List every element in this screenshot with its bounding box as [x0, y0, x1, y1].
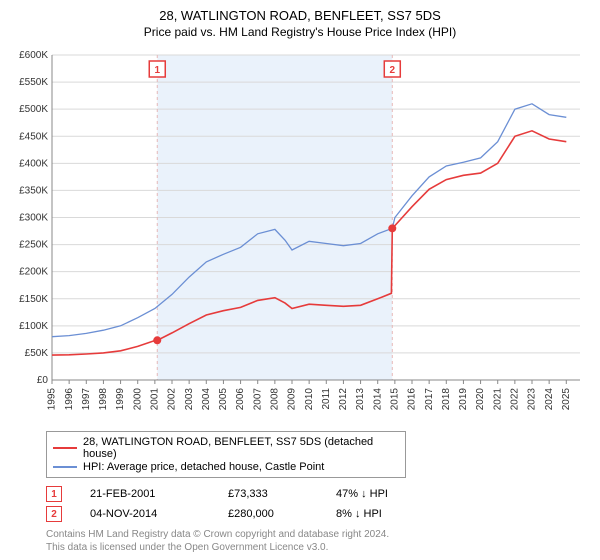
svg-text:1999: 1999	[115, 388, 126, 411]
svg-text:2018: 2018	[441, 388, 452, 411]
svg-text:2024: 2024	[544, 388, 555, 411]
svg-text:£350K: £350K	[19, 185, 48, 196]
sales-table: 1 21-FEB-2001 £73,333 47% ↓ HPI 2 04-NOV-2014…	[46, 484, 590, 524]
svg-text:2002: 2002	[167, 388, 178, 411]
sale-row: 1 21-FEB-2001 £73,333 47% ↓ HPI	[46, 484, 590, 504]
footer-line: Contains HM Land Registry data © Crown c…	[46, 528, 590, 541]
footer-line: This data is licensed under the Open Gov…	[46, 541, 590, 554]
legend-swatch	[53, 447, 77, 449]
svg-text:2021: 2021	[492, 388, 503, 411]
legend-row: HPI: Average price, detached house, Cast…	[53, 461, 399, 473]
svg-text:£550K: £550K	[19, 77, 48, 88]
svg-text:2010: 2010	[304, 388, 315, 411]
svg-text:2: 2	[390, 65, 396, 76]
svg-text:2006: 2006	[235, 388, 246, 411]
svg-text:£50K: £50K	[25, 348, 49, 359]
sale-diff: 8% ↓ HPI	[336, 508, 426, 520]
sale-date: 21-FEB-2001	[90, 488, 200, 500]
svg-text:1997: 1997	[81, 388, 92, 411]
sale-price: £280,000	[228, 508, 308, 520]
svg-text:2020: 2020	[475, 388, 486, 411]
page-subtitle: Price paid vs. HM Land Registry's House …	[10, 25, 590, 39]
svg-text:2009: 2009	[287, 388, 298, 411]
svg-text:2023: 2023	[527, 388, 538, 411]
svg-text:£450K: £450K	[19, 131, 48, 142]
legend-label: HPI: Average price, detached house, Cast…	[83, 461, 324, 473]
svg-text:£250K: £250K	[19, 240, 48, 251]
footer-attribution: Contains HM Land Registry data © Crown c…	[46, 528, 590, 554]
sale-date: 04-NOV-2014	[90, 508, 200, 520]
svg-text:1995: 1995	[47, 388, 58, 411]
svg-text:1998: 1998	[98, 388, 109, 411]
price-chart: £0 £50K £100K £150K £200K £250K £300K £350K £400…	[10, 45, 590, 425]
svg-text:£600K: £600K	[19, 50, 48, 61]
svg-text:£400K: £400K	[19, 158, 48, 169]
legend-label: 28, WATLINGTON ROAD, BENFLEET, SS7 5DS (…	[83, 436, 399, 460]
svg-text:1: 1	[154, 65, 160, 76]
sale-price: £73,333	[228, 488, 308, 500]
svg-text:£0: £0	[37, 375, 49, 386]
svg-text:£300K: £300K	[19, 213, 48, 224]
sale-marker-box: 2	[46, 506, 62, 522]
sale-marker-box: 1	[46, 486, 62, 502]
sale-diff: 47% ↓ HPI	[336, 488, 426, 500]
svg-text:2007: 2007	[252, 388, 263, 411]
legend-row: 28, WATLINGTON ROAD, BENFLEET, SS7 5DS (…	[53, 436, 399, 460]
svg-text:£100K: £100K	[19, 321, 48, 332]
svg-text:2004: 2004	[201, 388, 212, 411]
svg-text:2003: 2003	[184, 388, 195, 411]
svg-text:2005: 2005	[218, 388, 229, 411]
svg-text:2017: 2017	[424, 388, 435, 411]
svg-text:2008: 2008	[269, 388, 280, 411]
svg-text:2022: 2022	[509, 388, 520, 411]
svg-text:2011: 2011	[321, 388, 332, 410]
svg-text:2016: 2016	[407, 388, 418, 411]
sale-row: 2 04-NOV-2014 £280,000 8% ↓ HPI	[46, 504, 590, 524]
svg-text:2025: 2025	[561, 388, 572, 411]
svg-text:£200K: £200K	[19, 267, 48, 278]
svg-text:2001: 2001	[149, 388, 160, 411]
svg-text:£500K: £500K	[19, 104, 48, 115]
legend-swatch	[53, 466, 77, 467]
svg-text:2012: 2012	[338, 388, 349, 411]
svg-text:2014: 2014	[372, 388, 383, 411]
legend: 28, WATLINGTON ROAD, BENFLEET, SS7 5DS (…	[46, 431, 406, 478]
svg-text:2015: 2015	[389, 388, 400, 411]
svg-text:2013: 2013	[355, 388, 366, 411]
svg-text:2000: 2000	[132, 388, 143, 411]
svg-text:1996: 1996	[64, 388, 75, 411]
svg-text:2019: 2019	[458, 388, 469, 411]
page-title: 28, WATLINGTON ROAD, BENFLEET, SS7 5DS	[10, 8, 590, 23]
svg-text:£150K: £150K	[19, 294, 48, 305]
